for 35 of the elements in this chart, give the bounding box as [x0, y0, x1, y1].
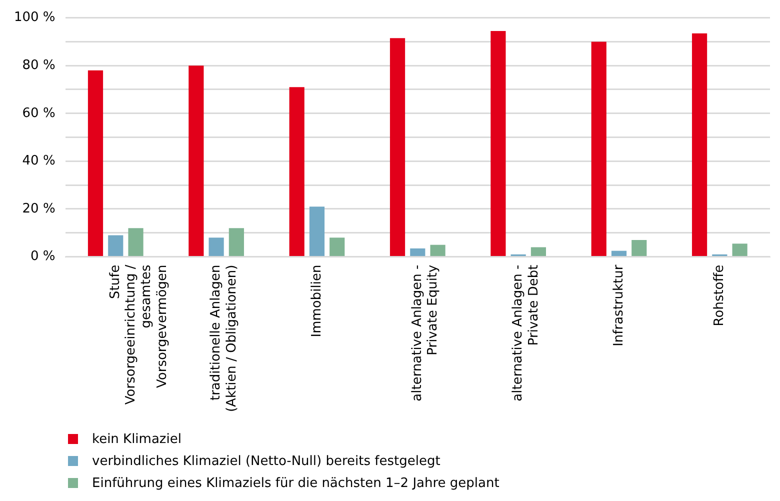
- legend-label: Einführung eines Klimaziels für die nächsten 1–2 Jahre geplant: [92, 476, 500, 490]
- x-tick-label: Infrastruktur: [611, 264, 626, 346]
- bar: [632, 240, 647, 256]
- bar: [692, 33, 708, 256]
- bar: [188, 66, 204, 256]
- bar: [732, 244, 748, 256]
- bar: [289, 87, 304, 256]
- y-tick-label: 100 %: [14, 10, 56, 26]
- x-tick-label: alternative Anlagen - Private Debt: [510, 264, 542, 402]
- y-tick-label: 40 %: [22, 154, 56, 169]
- y-tick-label: 0 %: [30, 249, 56, 264]
- bar: [490, 30, 506, 256]
- bar: [208, 238, 224, 256]
- x-tick-label: traditionelle Anlagen (Aktien / Obligationen): [208, 264, 240, 412]
- legend-label: verbindliches Klimaziel (Netto-Null) bereits festgelegt: [92, 454, 440, 468]
- bar: [309, 206, 325, 256]
- bar: [530, 247, 546, 256]
- x-tick-label: Stufe Vorsorgeeinrichtung / gesamtes Vorsorgevermögen: [108, 264, 170, 405]
- y-tick-label: 60 %: [22, 106, 56, 121]
- bar: [611, 250, 627, 256]
- bar: [108, 235, 124, 256]
- bar: [430, 244, 446, 256]
- bar: [330, 238, 345, 256]
- x-tick-label: Rohstoffe: [712, 264, 728, 326]
- bar: [228, 228, 244, 256]
- x-tick-label: Immobilien: [309, 264, 324, 338]
- bar: [410, 248, 426, 256]
- x-tick-label: alternative Anlagen - Private Equity: [410, 264, 441, 402]
- bar: [591, 42, 606, 256]
- bar: [390, 38, 406, 256]
- legend-label: kein Klimaziel: [92, 432, 182, 446]
- y-tick-label: 80 %: [22, 58, 56, 73]
- bar: [128, 228, 144, 256]
- y-tick-label: 20 %: [22, 201, 56, 216]
- bar: [88, 70, 104, 256]
